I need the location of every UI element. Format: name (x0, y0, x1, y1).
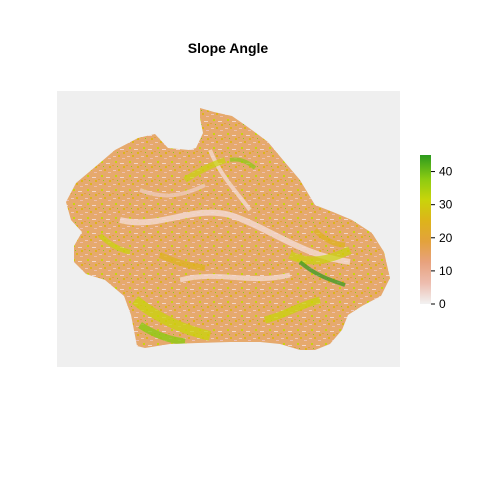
legend-ticks: 0 10 20 30 40 (431, 165, 453, 311)
legend-tick-label: 30 (439, 198, 453, 212)
plot-title: Slope Angle (187, 40, 269, 56)
legend-tick-label: 0 (439, 297, 446, 311)
legend-tick-label: 10 (439, 264, 453, 278)
legend-tick-label: 40 (439, 165, 453, 179)
legend-tick-label: 20 (439, 231, 453, 245)
legend: 0 10 20 30 40 (420, 155, 453, 311)
legend-colorbar (420, 155, 431, 304)
